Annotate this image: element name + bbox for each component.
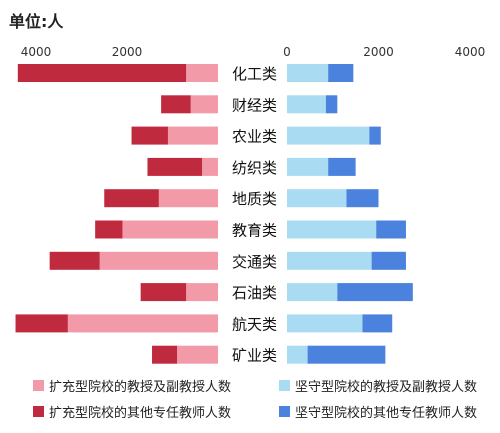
bar-right-other-teachers <box>371 251 406 270</box>
bar-right-other-teachers <box>346 189 379 208</box>
bar-right-professors <box>287 251 372 270</box>
bar-left-other-teachers <box>95 220 123 239</box>
bar-left-professors <box>186 283 218 302</box>
category-label: 航天类 <box>232 315 277 333</box>
bar-left-other-teachers <box>104 189 159 208</box>
bar-left-other-teachers <box>161 95 191 114</box>
bar-right-other-teachers <box>369 126 381 145</box>
right-axis-tick-label: 0 <box>283 45 291 59</box>
right-axis-tick-label: 4000 <box>455 45 486 59</box>
bar-left-other-teachers <box>152 345 178 364</box>
category-label: 石油类 <box>232 284 277 302</box>
bar-left-professors <box>177 345 218 364</box>
bar-left-other-teachers <box>49 251 100 270</box>
bar-right-professors <box>287 283 338 302</box>
bar-right-other-teachers <box>328 157 356 176</box>
bar-right-professors <box>287 126 370 145</box>
left-axis-tick-label: 4000 <box>21 45 52 59</box>
bar-right-professors <box>287 314 363 333</box>
category-label: 农业类 <box>232 128 277 146</box>
bar-left-other-teachers <box>15 314 68 333</box>
bar-right-professors <box>287 157 329 176</box>
category-label: 交通类 <box>232 253 277 271</box>
bar-right-other-teachers <box>325 95 338 114</box>
bar-right-professors <box>287 220 377 239</box>
bar-right-other-teachers <box>362 314 393 333</box>
category-label: 地质类 <box>232 190 277 208</box>
bar-right-professors <box>287 189 347 208</box>
bar-right-professors <box>287 64 329 82</box>
bar-left-other-teachers <box>17 64 187 82</box>
bar-left-professors <box>190 95 218 114</box>
bar-left-professors <box>99 251 218 270</box>
bar-right-professors <box>287 95 326 114</box>
category-label: 矿业类 <box>232 347 277 365</box>
bar-right-other-teachers <box>328 64 354 82</box>
bar-left-professors <box>167 126 218 145</box>
unit-label: 单位:人 <box>9 12 64 31</box>
bar-left-professors <box>186 64 218 82</box>
bar-right-professors <box>287 345 308 364</box>
bar-left-professors <box>122 220 218 239</box>
bar-right-other-teachers <box>307 345 386 364</box>
bar-right-other-teachers <box>337 283 413 302</box>
bar-left-other-teachers <box>140 283 187 302</box>
bar-left-professors <box>67 314 218 333</box>
bar-left-other-teachers <box>131 126 168 145</box>
category-label: 教育类 <box>232 222 277 240</box>
category-label: 化工类 <box>232 65 277 83</box>
bar-right-other-teachers <box>376 220 406 239</box>
right-axis-tick-label: 2000 <box>363 45 394 59</box>
bar-left-other-teachers <box>147 157 203 176</box>
bar-left-professors <box>158 189 218 208</box>
category-label: 纺织类 <box>232 159 277 177</box>
left-axis-tick-label: 2000 <box>112 45 143 59</box>
category-label: 财经类 <box>232 96 277 114</box>
bar-left-professors <box>202 157 218 176</box>
